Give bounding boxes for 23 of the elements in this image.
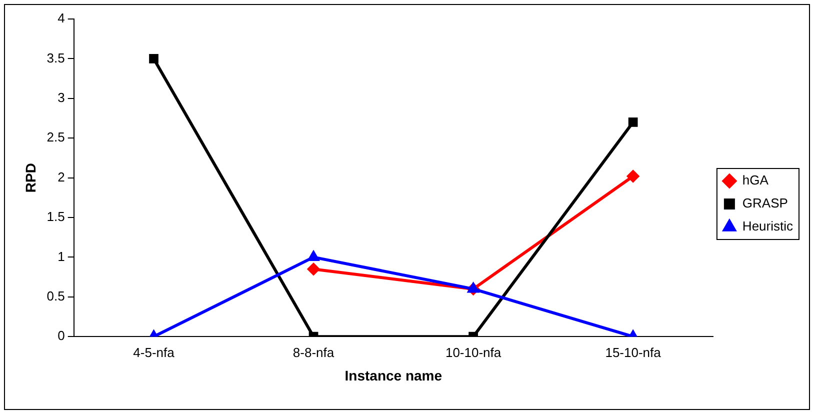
y-tick-label: 2	[58, 169, 65, 184]
point	[628, 118, 638, 127]
y-tick-label: 2.5	[46, 130, 65, 145]
point	[308, 251, 319, 261]
y-tick-label: 3	[58, 90, 65, 105]
legend-label: hGA	[742, 172, 769, 188]
y-axis-title: RPD	[22, 163, 38, 193]
point	[627, 170, 640, 182]
x-tick-label: 15-10-nfa	[605, 344, 662, 360]
x-tick-label: 8-8-nfa	[292, 344, 335, 360]
y-tick-label: 0.5	[46, 288, 65, 304]
point	[468, 282, 479, 293]
x-tick-label: 10-10-nfa	[445, 344, 502, 360]
y-tick-label: 3.5	[46, 50, 65, 66]
legend-label: Heuristic	[742, 218, 794, 234]
y-tick-label: 1.5	[46, 209, 65, 224]
legend-label: GRASP	[742, 196, 788, 211]
point	[149, 54, 158, 64]
x-tick-label: 4-5-nfa	[133, 344, 176, 360]
x-axis-title: Instance name	[344, 367, 442, 384]
y-tick-label: 4	[58, 10, 65, 26]
y-tick-label: 0	[58, 328, 65, 344]
y-tick-label: 1	[58, 248, 65, 264]
